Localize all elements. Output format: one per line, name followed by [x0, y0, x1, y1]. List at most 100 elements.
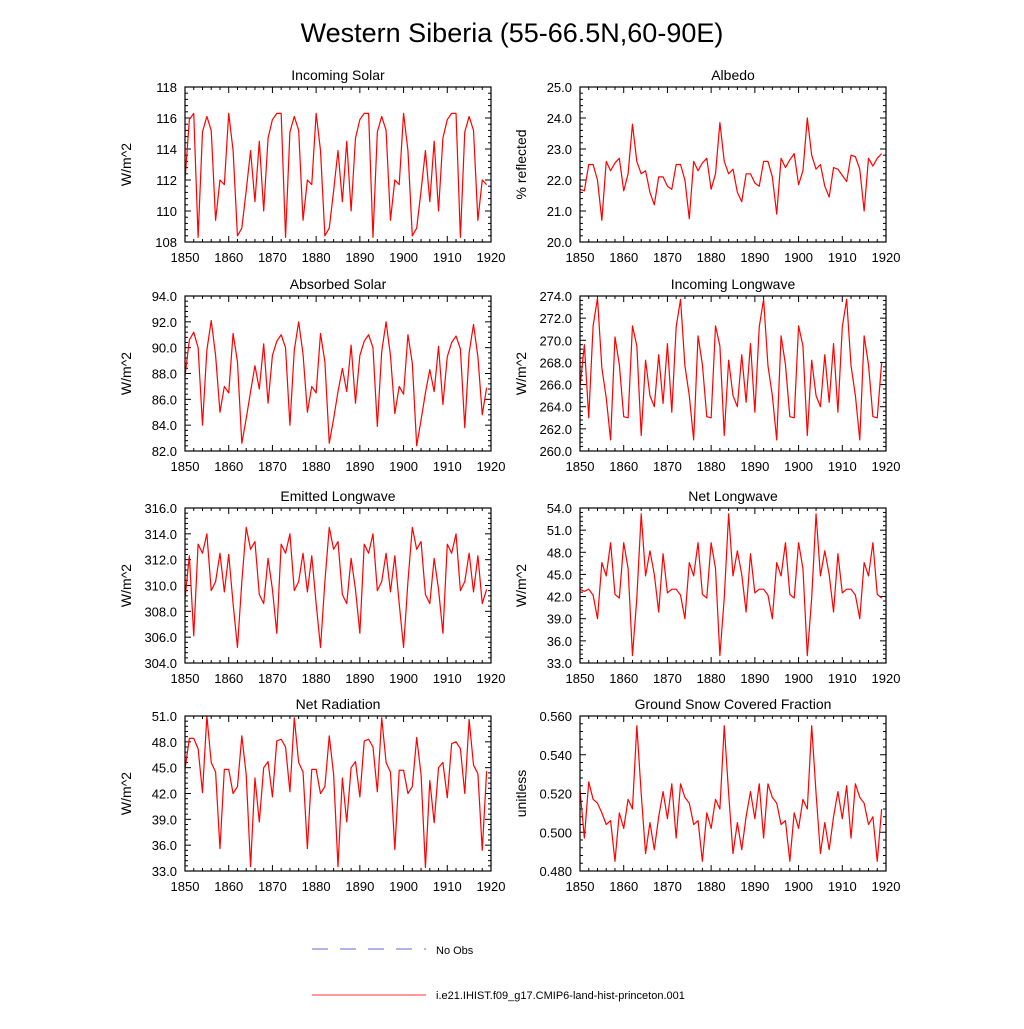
incoming-solar-xtick-label: 1910 — [433, 250, 462, 265]
ground-snow-covered-fraction-ylabel: unitless — [513, 770, 529, 817]
absorbed-solar-ytick-label: 84.0 — [152, 418, 177, 433]
incoming-longwave-xtick-label: 1860 — [609, 459, 638, 474]
emitted-longwave-xtick-label: 1890 — [345, 671, 374, 686]
figure-title: Western Siberia (55-66.5N,60-90E) — [301, 18, 724, 48]
panel-albedo: Albedo % reflected 1850 1860 1870 1880 1890 190… — [513, 67, 900, 265]
emitted-longwave-ytick-label: 308.0 — [144, 604, 177, 619]
emitted-longwave-ytick-label: 310.0 — [144, 579, 177, 594]
ground-snow-covered-fraction-xtick-label: 1900 — [784, 879, 813, 894]
panel-emitted-longwave: Emitted Longwave W/m^2 1850 1860 1870 1880 189… — [118, 488, 505, 686]
net-longwave-ylabel: W/m^2 — [513, 564, 529, 607]
albedo-ytick-label: 25.0 — [547, 80, 572, 95]
incoming-longwave-ytick-label: 268.0 — [539, 355, 572, 370]
incoming-solar-ytick-label: 114 — [156, 142, 177, 157]
panel-incoming-solar: Incoming Solar W/m^2 1850 1860 1870 1880 1890 1… — [118, 67, 505, 265]
ground-snow-covered-fraction-xtick-label: 1870 — [653, 879, 682, 894]
albedo-xtick-label: 1920 — [872, 250, 901, 265]
albedo-ylabel: % reflected — [513, 129, 529, 199]
absorbed-solar-series-line — [184, 319, 488, 447]
panel-ground-snow-covered-fraction: Ground Snow Covered Fraction unitless 1850… — [513, 696, 900, 894]
incoming-solar-xtick-label: 1850 — [171, 250, 200, 265]
ground-snow-covered-fraction-xtick-label: 1920 — [872, 879, 901, 894]
net-radiation-xtick-label: 1920 — [477, 879, 506, 894]
legend-label-model-run: i.e21.IHIST.f09_g17.CMIP6-land-hist-prin… — [436, 990, 685, 1002]
incoming-solar-frame — [184, 86, 492, 243]
ground-snow-covered-fraction-xtick-label: 1910 — [828, 879, 857, 894]
incoming-solar-xtick-label: 1890 — [345, 250, 374, 265]
incoming-solar-ytick-label: 112 — [156, 173, 177, 188]
emitted-longwave-xtick-label: 1910 — [433, 671, 462, 686]
ground-snow-covered-fraction-ytick-label: 0.500 — [539, 825, 572, 840]
panel-net-radiation: Net Radiation W/m^2 1850 1860 1870 1880 1890 19… — [118, 696, 505, 894]
emitted-longwave-xtick-label: 1920 — [477, 671, 506, 686]
absorbed-solar-xtick-label: 1920 — [477, 459, 506, 474]
ground-snow-covered-fraction-ytick-label: 0.560 — [539, 709, 572, 724]
incoming-longwave-ytick-label: 260.0 — [539, 444, 572, 459]
net-radiation-xtick-label: 1890 — [345, 879, 374, 894]
net-radiation-ytick-label: 36.0 — [152, 838, 177, 853]
incoming-longwave-title: Incoming Longwave — [671, 276, 796, 292]
incoming-longwave-xtick-label: 1900 — [784, 459, 813, 474]
incoming-solar-xtick-label: 1920 — [477, 250, 506, 265]
absorbed-solar-xtick-label: 1910 — [433, 459, 462, 474]
net-longwave-ytick-label: 33.0 — [547, 656, 572, 671]
panel-absorbed-solar: Absorbed Solar W/m^2 1850 1860 1870 1880 1890 1… — [118, 276, 505, 474]
net-longwave-frame — [579, 507, 887, 664]
net-radiation-title: Net Radiation — [296, 696, 381, 712]
legend-label-no-obs: No Obs — [436, 945, 474, 957]
incoming-solar-ytick-label: 108 — [155, 235, 177, 250]
net-longwave-ytick-label: 48.0 — [547, 545, 572, 560]
ground-snow-covered-fraction-series-line — [579, 725, 883, 862]
incoming-longwave-ytick-label: 266.0 — [539, 378, 572, 393]
emitted-longwave-xtick-label: 1850 — [171, 671, 200, 686]
incoming-longwave-frame — [579, 295, 887, 452]
net-radiation-xtick-label: 1850 — [171, 879, 200, 894]
absorbed-solar-title: Absorbed Solar — [290, 276, 387, 292]
absorbed-solar-xtick-label: 1860 — [214, 459, 243, 474]
incoming-solar-ytick-label: 118 — [156, 80, 177, 95]
net-radiation-ytick-label: 33.0 — [152, 864, 177, 879]
net-longwave-xtick-label: 1910 — [828, 671, 857, 686]
net-radiation-series-line — [184, 715, 488, 869]
albedo-series-line — [579, 117, 883, 221]
incoming-longwave-series-line — [579, 297, 883, 441]
emitted-longwave-ytick-label: 314.0 — [144, 527, 177, 542]
net-longwave-xtick-label: 1890 — [740, 671, 769, 686]
albedo-xtick-label: 1890 — [740, 250, 769, 265]
absorbed-solar-ytick-label: 92.0 — [152, 315, 177, 330]
net-radiation-xtick-label: 1870 — [258, 879, 287, 894]
net-radiation-ytick-label: 39.0 — [152, 812, 177, 827]
incoming-longwave-ytick-label: 270.0 — [539, 333, 572, 348]
absorbed-solar-ytick-label: 82.0 — [152, 444, 177, 459]
albedo-ytick-label: 21.0 — [547, 204, 572, 219]
emitted-longwave-ytick-label: 312.0 — [144, 553, 177, 568]
ground-snow-covered-fraction-title: Ground Snow Covered Fraction — [635, 696, 832, 712]
ground-snow-covered-fraction-frame — [579, 715, 887, 872]
absorbed-solar-xtick-label: 1890 — [345, 459, 374, 474]
incoming-longwave-ytick-label: 272.0 — [539, 311, 572, 326]
incoming-solar-ytick-label: 110 — [156, 204, 177, 219]
net-radiation-xtick-label: 1900 — [389, 879, 418, 894]
net-longwave-xtick-label: 1920 — [872, 671, 901, 686]
net-radiation-ytick-label: 48.0 — [152, 735, 177, 750]
emitted-longwave-ylabel: W/m^2 — [118, 564, 134, 607]
net-longwave-xtick-label: 1900 — [784, 671, 813, 686]
absorbed-solar-xtick-label: 1870 — [258, 459, 287, 474]
absorbed-solar-xtick-label: 1880 — [302, 459, 331, 474]
emitted-longwave-series-line — [184, 526, 488, 649]
ground-snow-covered-fraction-ytick-label: 0.480 — [539, 864, 572, 879]
net-radiation-frame — [184, 715, 492, 872]
absorbed-solar-ytick-label: 88.0 — [152, 367, 177, 382]
albedo-ytick-label: 22.0 — [547, 173, 572, 188]
emitted-longwave-ytick-label: 304.0 — [144, 656, 177, 671]
emitted-longwave-title: Emitted Longwave — [280, 488, 395, 504]
net-longwave-ytick-label: 36.0 — [547, 634, 572, 649]
net-radiation-ytick-label: 45.0 — [152, 761, 177, 776]
absorbed-solar-xtick-label: 1900 — [389, 459, 418, 474]
albedo-xtick-label: 1880 — [697, 250, 726, 265]
net-radiation-xtick-label: 1880 — [302, 879, 331, 894]
emitted-longwave-ytick-label: 306.0 — [144, 630, 177, 645]
incoming-solar-xtick-label: 1870 — [258, 250, 287, 265]
